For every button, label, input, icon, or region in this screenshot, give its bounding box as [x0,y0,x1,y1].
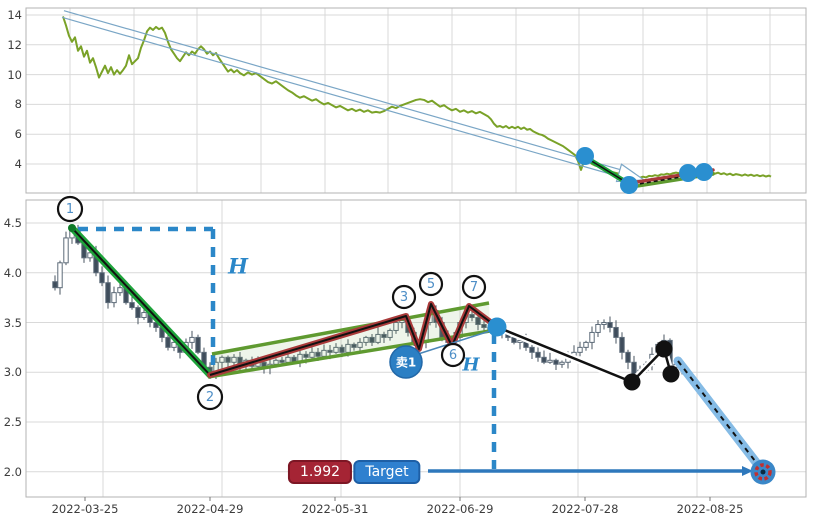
wave-marker-3: 3 [391,284,417,310]
x-axis-label: 2022-06-29 [426,502,494,516]
svg-text:3: 3 [400,290,408,305]
swing-dot [655,340,673,358]
post-pattern-path [496,325,673,384]
pattern-annotations: 1 2 3 5 7 6 卖1 [56,195,776,485]
svg-text:7: 7 [470,280,478,295]
x-axis-label: 2022-08-25 [676,502,744,516]
svg-text:1: 1 [66,202,74,217]
wave-marker-1: 1 [56,195,84,223]
sell-leader-line [414,329,494,356]
wedge-lower-line [207,329,491,379]
target-price-badge: 1.992 [287,460,353,484]
wedge-upper-line [211,301,490,356]
wave-marker-5: 5 [418,271,444,297]
overview-y-axis-label: 10 [7,67,22,82]
detail-y-axis-label: 2.5 [3,415,22,429]
detail-y-axis-label: 3.0 [3,365,22,380]
target-arrow-head-icon [742,466,753,476]
pattern-dot [695,163,713,181]
height-measure-label-1: H [228,253,248,279]
detail-y-axis-label: 3.5 [3,315,22,330]
overview-y-axis-label: 4 [14,157,22,171]
pattern-dot [576,147,594,165]
svg-text:卖1: 卖1 [396,355,416,370]
pattern-dot [620,176,638,194]
overview-y-axis-label: 8 [14,97,22,112]
x-axis-label: 2022-07-28 [551,502,619,516]
svg-text:6: 6 [449,348,457,363]
overview-price-line [62,16,772,181]
detail-y-axis-label: 4.0 [3,265,22,280]
svg-text:2: 2 [206,390,214,405]
overview-y-axis-label: 12 [7,37,22,52]
breakout-dot [487,317,507,337]
wave-marker-2: 2 [196,383,224,411]
overview-y-axis-label: 14 [7,8,22,22]
height-measure-label-2: H [462,354,480,376]
candlesticks [52,224,685,380]
svg-text:5: 5 [427,277,435,292]
swing-dot [662,365,680,383]
pattern-dot [679,164,697,182]
target-button-badge: Target [353,460,421,484]
swing-dot [623,373,641,391]
sell-signal-badge: 卖1 [389,345,423,379]
wave-marker-7: 7 [461,274,487,300]
wedge-fill [208,303,490,377]
arrow-shaft-edge [61,16,619,177]
x-axis-label: 2022-03-25 [51,502,119,516]
wave-marker-6: 6 [440,342,466,368]
arrow-shaft-edge [63,10,621,171]
detail-y-axis-label: 2.0 [3,464,22,479]
x-axis-label: 2022-04-29 [176,502,244,516]
overview-y-axis-label: 6 [14,127,22,142]
overview-panel [25,7,807,194]
detail-y-axis-label: 4.5 [3,216,22,230]
x-axis-label: 2022-05-31 [301,502,369,516]
